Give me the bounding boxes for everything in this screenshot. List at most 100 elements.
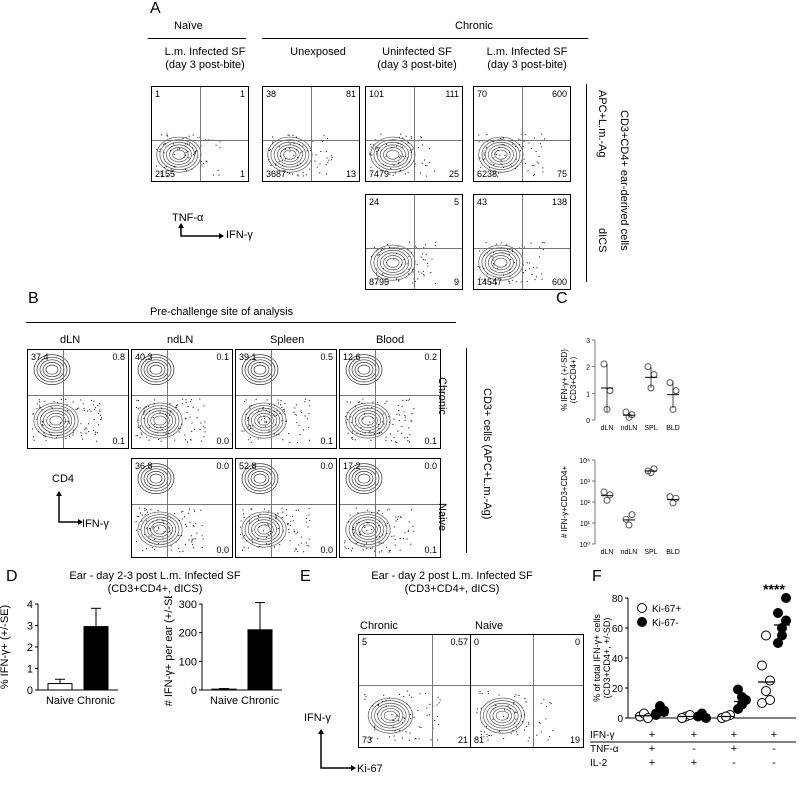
quadrant-value-tr: 1 xyxy=(239,89,245,99)
f-row-label: IFN-γ xyxy=(590,730,614,741)
quadrant-value-tl: 39.1 xyxy=(239,352,257,362)
quadrant-value-tr: 600 xyxy=(551,89,567,99)
d-left-tick: 2 xyxy=(27,642,33,654)
quadrant-vline xyxy=(414,195,415,289)
group-chronic-line xyxy=(262,38,588,39)
d-left-category: Chronic xyxy=(77,695,115,707)
d-right-bar xyxy=(211,688,237,691)
panel-e-title: Ear - day 2 post L.m. Infected SF (CD3+C… xyxy=(371,570,533,595)
c-bottom-point xyxy=(672,494,680,502)
quadrant-hline xyxy=(474,247,570,249)
col-header-a2: Unexposed xyxy=(290,46,346,58)
panel-b-header-line xyxy=(26,322,456,323)
f-row-sign: - xyxy=(772,757,776,769)
quadrant-vline xyxy=(271,459,272,557)
quadrant-value-tl: 17.2 xyxy=(343,461,361,471)
d-right-tick: 0 xyxy=(191,685,197,697)
quadrant-hline xyxy=(340,504,440,506)
quadrant-value-tl: 70 xyxy=(477,89,488,99)
f-tick: 0 xyxy=(617,714,623,725)
c-bottom-tick: 10⁴ xyxy=(579,458,590,465)
c-top-category: dLN xyxy=(601,425,614,432)
f-significance: **** xyxy=(763,581,785,597)
f-point xyxy=(773,608,783,618)
d-right-category: Chronic xyxy=(241,695,279,707)
c-top-category: ndLN xyxy=(621,425,638,432)
quadrant-value-br: 0.0 xyxy=(320,545,333,555)
quadrant-hline xyxy=(152,139,248,141)
quadrant-hline xyxy=(340,395,440,397)
f-row-sign: + xyxy=(731,729,737,741)
quadrant-hline xyxy=(263,139,359,141)
col-header-b3: Spleen xyxy=(270,334,305,346)
panel-a-yaxis: TNF-α xyxy=(172,212,204,224)
quadrant-value-tr: 5 xyxy=(453,197,459,207)
quadrant-value-br: 0.1 xyxy=(424,436,437,446)
quadrant-value-tl: 12.6 xyxy=(343,352,361,362)
flow-plot-e1: 5 0.57 73 21 xyxy=(358,634,472,748)
col-header-b1: dLN xyxy=(60,334,81,346)
c-bottom-category: dLN xyxy=(601,549,614,556)
flow-plot-b6: 52.8 0.0 0.0 xyxy=(235,458,337,558)
d-left-category: Naive xyxy=(46,695,74,707)
c-bottom-point xyxy=(650,465,658,473)
quadrant-hline xyxy=(132,504,232,506)
f-tick: 20 xyxy=(612,684,624,695)
f-tick: 80 xyxy=(612,594,624,605)
d-left-tick: 3 xyxy=(27,621,33,633)
f-point xyxy=(737,699,747,710)
quadrant-value-tr: 0.1 xyxy=(216,352,229,362)
f-tick: 40 xyxy=(612,654,624,665)
f-ylabel: % of total IFN-γ+ cells(CD3+CD4+, +/-SD) xyxy=(592,614,612,702)
f-row-label: TNF-α xyxy=(590,744,619,755)
quadrant-hline xyxy=(236,395,336,397)
f-point xyxy=(765,695,775,705)
f-point xyxy=(733,684,743,695)
quadrant-hline xyxy=(28,395,128,397)
f-row-sign: + xyxy=(649,757,655,769)
c-top-point xyxy=(600,360,608,368)
panel-d-letter: D xyxy=(6,568,18,585)
panel-e-axis-arrows xyxy=(318,729,356,771)
c-top-category: SPL xyxy=(644,425,657,432)
f-row-sign: + xyxy=(771,729,777,741)
quadrant-vline xyxy=(375,459,376,557)
quadrant-value-bl: 7479 xyxy=(369,169,390,179)
panel-a-letter: A xyxy=(150,0,161,17)
quadrant-value-tr: 0.0 xyxy=(320,461,333,471)
panel-a-side-line xyxy=(586,84,587,282)
c-top-ylabel: % IFN-γ+ (+/-SD)(CD3+CD4+) xyxy=(560,349,578,411)
col-header-a4: L.m. Infected SF (day 3 post-bite) xyxy=(486,46,568,71)
f-point xyxy=(777,630,787,641)
flow-plot-a5: 24 5 8795 9 xyxy=(365,194,463,290)
quadrant-value-br: 21 xyxy=(457,735,468,745)
quadrant-value-tl: 37.4 xyxy=(31,352,49,362)
f-legend-marker xyxy=(637,617,647,627)
f-row-sign: + xyxy=(649,729,655,741)
panel-a-axis-arrows xyxy=(178,223,224,239)
quadrant-value-tr: 0.2 xyxy=(424,352,437,362)
quadrant-value-tl: 43 xyxy=(477,197,488,207)
d-left-bar xyxy=(83,626,109,691)
c-top-point xyxy=(650,371,658,379)
quadrant-value-br: 0.1 xyxy=(424,545,437,555)
c-bottom-point xyxy=(625,521,633,529)
quadrant-value-bl: 81 xyxy=(474,735,485,745)
c-bottom-category: SPL xyxy=(644,549,657,556)
d-left-tick: 0 xyxy=(27,685,33,697)
f-point xyxy=(701,713,711,723)
quadrant-value-tl: 0 xyxy=(474,637,480,647)
panel-b-side-label: CD3+ cells (APC+L.m.-Ag) xyxy=(481,388,493,520)
c-bottom-point xyxy=(666,493,674,501)
quadrant-vline xyxy=(200,87,201,181)
panel-a-xaxis: IFN-γ xyxy=(226,229,253,241)
quadrant-value-br: 9 xyxy=(453,277,459,287)
d-right-category: Naive xyxy=(210,695,238,707)
quadrant-value-tr: 0.0 xyxy=(424,461,437,471)
quadrant-value-bl: 73 xyxy=(362,735,373,745)
quadrant-value-tr: 81 xyxy=(345,89,356,99)
quadrant-value-br: 600 xyxy=(551,277,567,287)
c-bottom-tick: 10⁰ xyxy=(579,541,590,549)
quadrant-value-br: 0.1 xyxy=(112,436,125,446)
